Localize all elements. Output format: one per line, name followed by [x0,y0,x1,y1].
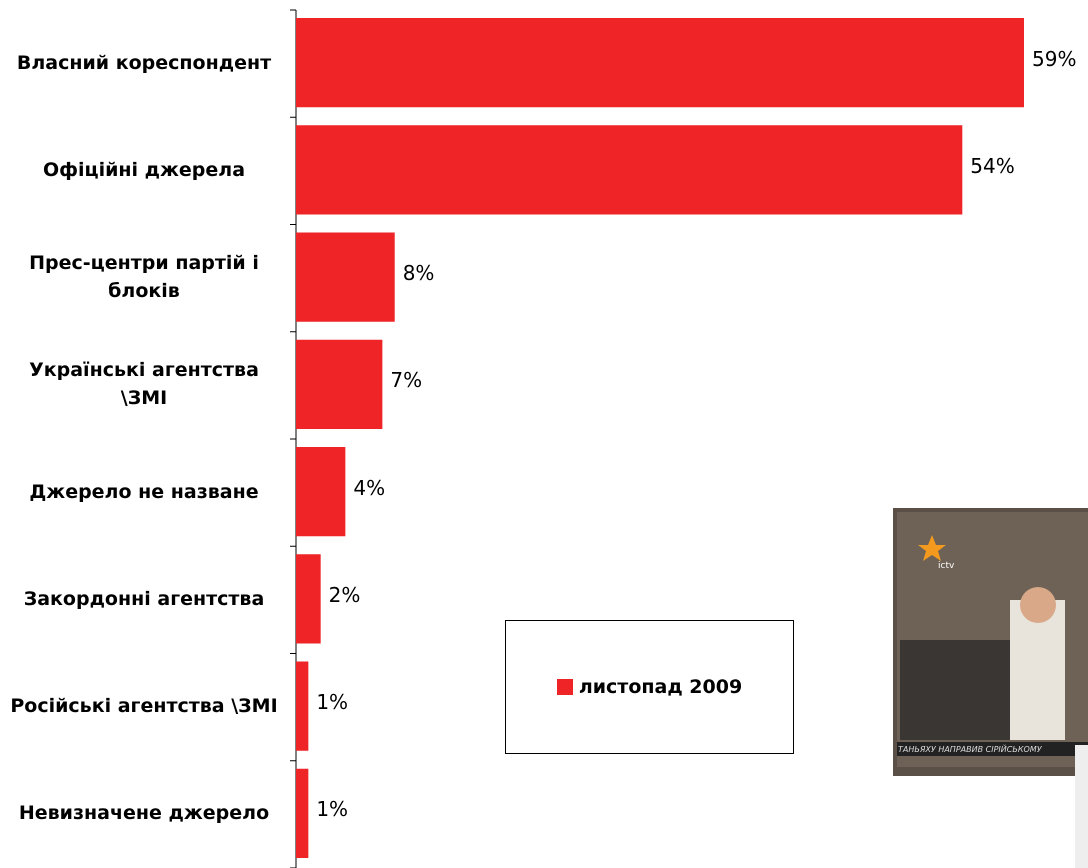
photo-logo: ictv [938,561,955,571]
value-label: 1% [316,690,348,714]
value-label: 1% [316,797,348,821]
category-label: Невизначене джерело [6,765,282,862]
category-label: Українські агентства \ЗМІ [6,336,282,433]
photo: ictv ТАНЬЯХУ НАПРАВИВ СІРІЙСЬКОМУ [893,508,1088,776]
photo-crowd [900,640,1010,740]
value-label: 7% [390,368,422,392]
value-label: 59% [1032,47,1076,71]
category-label: Джерело не назване [6,443,282,540]
bar [296,662,308,751]
legend-label: листопад 2009 [579,676,742,698]
corner-panel [1075,745,1088,868]
bar [296,447,345,536]
legend: листопад 2009 [505,620,794,754]
photo-head [1020,587,1056,623]
bar [296,125,962,214]
category-label: Закордонні агентства [6,550,282,647]
value-label: 4% [353,476,385,500]
bar [296,233,395,322]
value-label: 2% [329,583,361,607]
photo-ticker: ТАНЬЯХУ НАПРАВИВ СІРІЙСЬКОМУ [898,743,1043,754]
bar [296,18,1024,107]
legend-swatch [557,679,573,695]
bar [296,769,308,858]
bar [296,554,321,643]
category-label: Прес-центри партій і блоків [6,229,282,326]
category-label: Власний кореспондент [6,14,282,111]
bar [296,340,382,429]
category-label: Російські агентства \ЗМІ [6,658,282,755]
page: ictv ТАНЬЯХУ НАПРАВИВ СІРІЙСЬКОМУ листоп… [0,0,1088,868]
category-label: Офіційні джерела [6,121,282,218]
value-label: 54% [970,154,1014,178]
value-label: 8% [403,261,435,285]
